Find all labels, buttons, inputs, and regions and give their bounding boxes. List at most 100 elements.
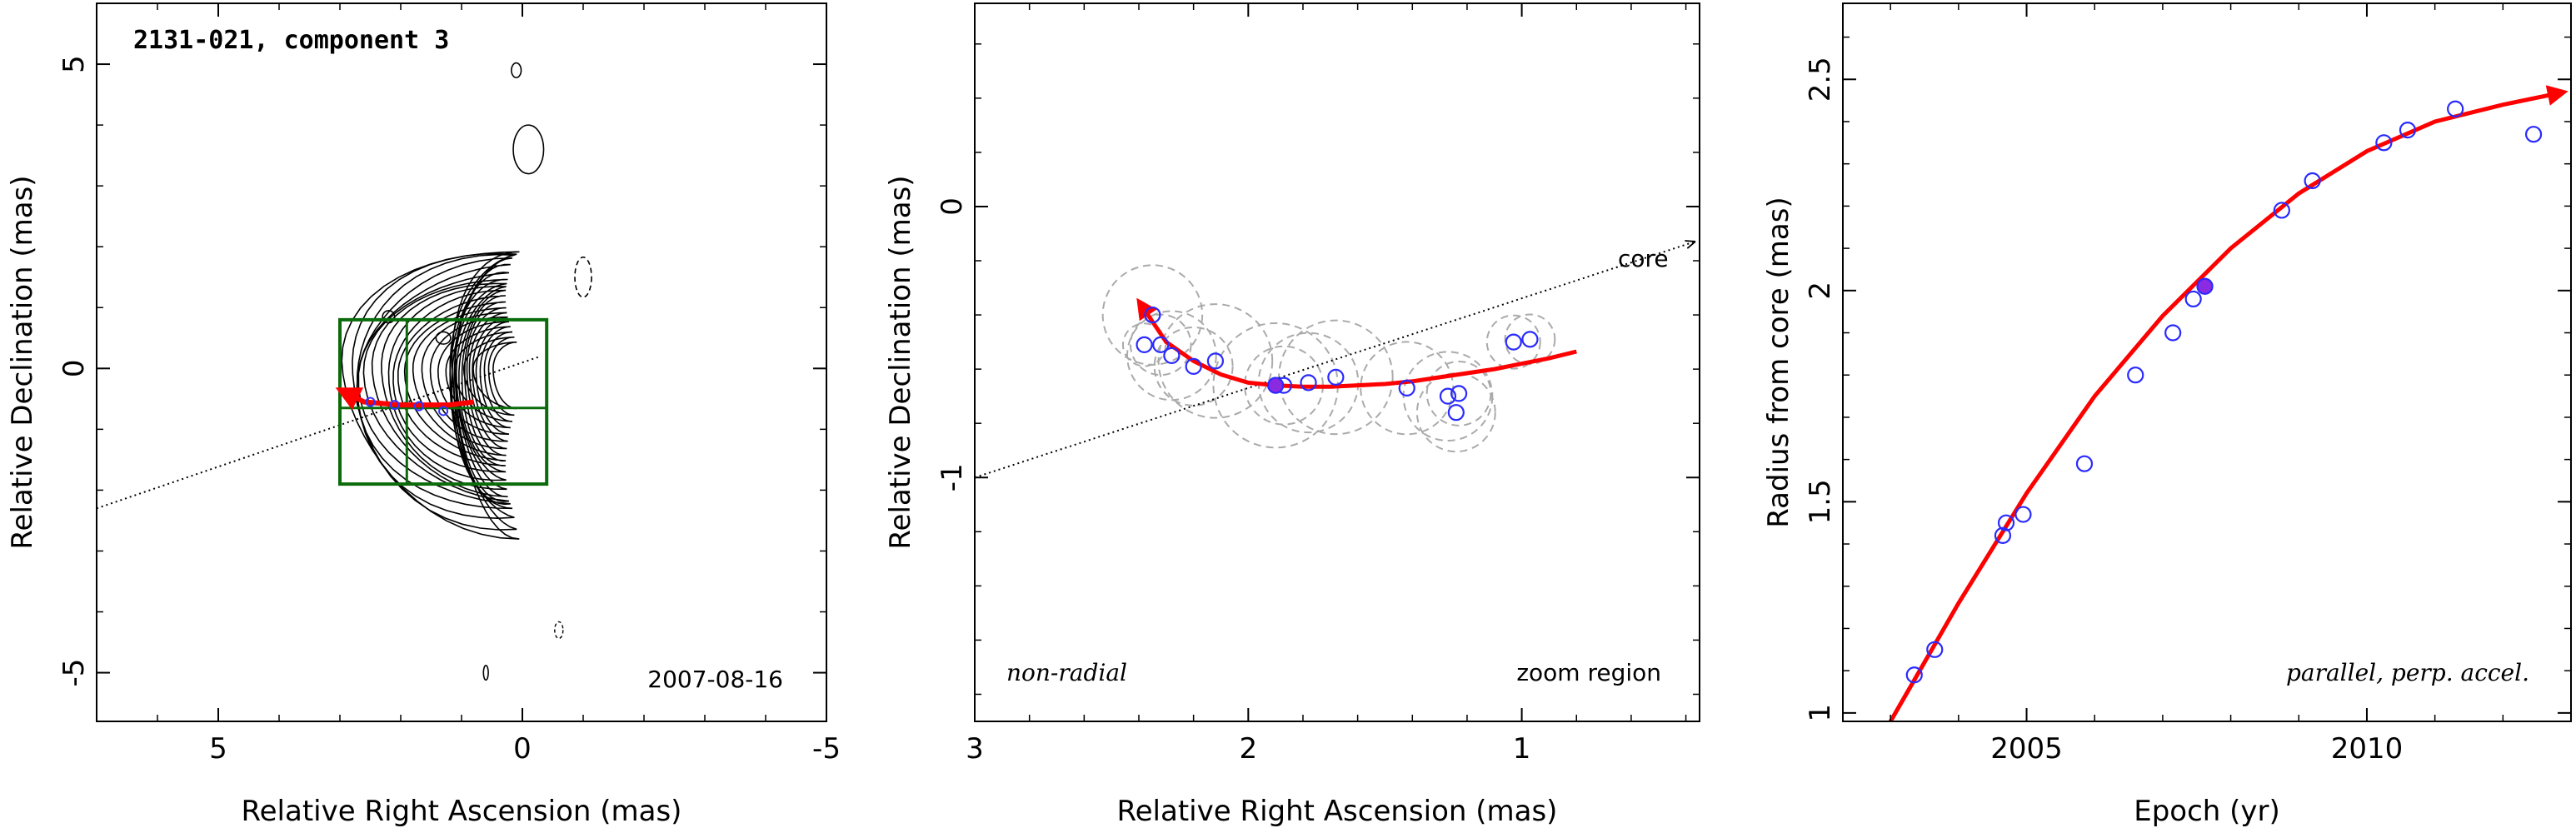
panel2-xtick-label: 1 [1513, 732, 1531, 766]
zoom-plot-area [975, 242, 1695, 479]
data-point [1300, 374, 1317, 392]
panel3-xtick-label: 2010 [2331, 732, 2404, 766]
component-size-circle [1485, 314, 1541, 370]
contour-line [357, 263, 511, 506]
position-angle-line [97, 355, 542, 510]
panel2-annotation-left: non-radial [1006, 659, 1127, 686]
panel2-xtick-label: 3 [966, 732, 984, 766]
panel2-axes: 3 2 1 0 -1 [936, 3, 1700, 766]
panel3-ytick-label: 1.5 [1804, 479, 1837, 524]
fit-curve [1889, 85, 2569, 721]
data-point [1144, 306, 1161, 324]
panel-contour-map: 5 0 -5 5 0 -5 2131-021, component 3 2007-08-1… [6, 2, 841, 828]
data-point [1926, 641, 1944, 658]
data-point [1994, 526, 2012, 544]
data-point [2447, 100, 2464, 117]
highlight-point [1267, 377, 1285, 394]
panel2-xlabel: Relative Right Ascension (mas) [1117, 795, 1558, 828]
data-point [2524, 126, 2543, 143]
component-size-circle [1278, 319, 1394, 436]
data-point [1450, 385, 1468, 402]
data-point [1185, 357, 1202, 375]
panel3-ytick-label: 2.5 [1804, 57, 1837, 102]
data-point [1447, 404, 1465, 421]
data-point [1206, 352, 1225, 370]
panel3-frame [1842, 2, 2572, 722]
panel2-ylabel: Relative Declination (mas) [884, 175, 917, 549]
component-size-circle [1360, 341, 1455, 436]
panel2-xtick-label: 2 [1239, 732, 1257, 766]
panel3-annotation: parallel, perp. accel. [2286, 659, 2529, 686]
highlight-point [2196, 277, 2214, 295]
panel1-xtick-label: -5 [812, 732, 841, 766]
contour-line [472, 342, 517, 410]
contour-line [397, 295, 506, 466]
panel1-frame [96, 2, 827, 722]
panel1-xlabel: Relative Right Ascension (mas) [242, 795, 682, 828]
data-point [2164, 324, 2182, 342]
panel3-ylabel: Radius from core (mas) [1762, 197, 1795, 527]
component-size-circle [1415, 372, 1496, 453]
data-point [2014, 506, 2032, 523]
data-point [2184, 290, 2202, 308]
component-size-circle [1504, 313, 1556, 366]
data-point [1521, 331, 1539, 348]
component-point [438, 406, 449, 416]
trajectory-curve [335, 387, 474, 411]
core-label: core [1618, 245, 1669, 272]
contour-line [392, 289, 507, 473]
component-size-circle [1121, 322, 1167, 367]
radius-plot-area [1889, 85, 2569, 721]
contour-line [362, 272, 510, 502]
panel1-axes: 5 0 -5 5 0 -5 [57, 2, 841, 766]
component-point [389, 400, 400, 411]
contour-line [429, 316, 508, 442]
panel2-ytick-label: -1 [936, 463, 969, 491]
data-point [1398, 379, 1415, 397]
panel1-xtick-label: 5 [209, 732, 227, 766]
negative-contour [554, 621, 564, 640]
panel2-frame [974, 2, 1700, 722]
panel2-ytick-label: 0 [936, 197, 969, 216]
contour-island [512, 124, 545, 175]
panel2-annotation-right: zoom region [1516, 659, 1661, 686]
component-size-circle [1153, 326, 1234, 407]
negative-contour [574, 256, 592, 298]
contour-island [382, 310, 396, 324]
component-point [365, 397, 376, 407]
contour-island [482, 664, 489, 681]
contour-line [412, 307, 507, 456]
contour-line [341, 251, 520, 540]
panel-zoom-region: 3 2 1 0 -1 non-radial zoom region core Relat… [884, 2, 1700, 828]
panel1-ytick-label: 0 [57, 359, 91, 377]
data-point [1327, 368, 1345, 386]
trajectory-curve [1136, 297, 1577, 389]
data-point [1136, 336, 1153, 353]
component-size-circle [1157, 303, 1274, 419]
contour-line [371, 278, 508, 498]
panel1-ytick-label: -5 [57, 659, 91, 687]
panel1-title: 2131-021, component 3 [133, 26, 449, 55]
component-size-circle [1126, 310, 1217, 402]
data-point [2273, 202, 2290, 219]
data-point [1997, 514, 2015, 531]
data-point [1163, 347, 1181, 364]
component-size-circle [1101, 264, 1204, 366]
panel1-date-label: 2007-08-16 [647, 666, 783, 693]
data-point [1439, 387, 1457, 405]
data-point [1505, 333, 1522, 351]
data-point [2304, 172, 2321, 190]
contour-line [445, 326, 511, 429]
panel3-axes: 2005 2010 1 1.5 2 2.5 [1804, 3, 2572, 766]
panel1-ylabel: Relative Declination (mas) [6, 175, 39, 549]
data-point [2127, 367, 2144, 384]
panel3-xtick-label: 2005 [1990, 732, 2063, 766]
panel3-xlabel: Epoch (yr) [2134, 795, 2280, 828]
component-point [413, 401, 424, 412]
contour-island [435, 331, 452, 345]
contour-line [453, 331, 513, 422]
data-point [2075, 455, 2094, 472]
panel1-ytick-label: 5 [57, 55, 91, 73]
